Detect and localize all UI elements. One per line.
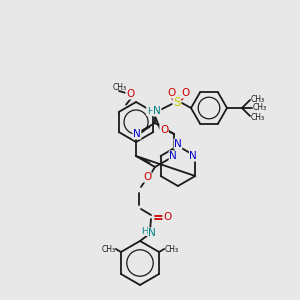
Text: N: N xyxy=(148,228,156,238)
Text: O: O xyxy=(126,89,134,99)
Text: O: O xyxy=(167,88,175,98)
Text: N: N xyxy=(189,151,197,161)
Text: N: N xyxy=(133,129,141,139)
Text: O: O xyxy=(163,212,171,222)
Text: CH₃: CH₃ xyxy=(251,112,265,122)
Text: H: H xyxy=(142,226,148,236)
Text: O: O xyxy=(160,125,168,135)
Text: N: N xyxy=(174,139,182,149)
Text: N: N xyxy=(153,106,161,116)
Text: O: O xyxy=(181,88,189,98)
Text: S: S xyxy=(173,97,181,110)
Text: O: O xyxy=(143,172,151,182)
Text: CH₃: CH₃ xyxy=(164,244,178,253)
Text: CH₃: CH₃ xyxy=(251,94,265,103)
Text: H: H xyxy=(147,106,153,116)
Text: CH₃: CH₃ xyxy=(253,103,267,112)
Text: N: N xyxy=(169,151,177,161)
Text: CH₃: CH₃ xyxy=(113,83,127,92)
Text: CH₃: CH₃ xyxy=(102,244,116,253)
